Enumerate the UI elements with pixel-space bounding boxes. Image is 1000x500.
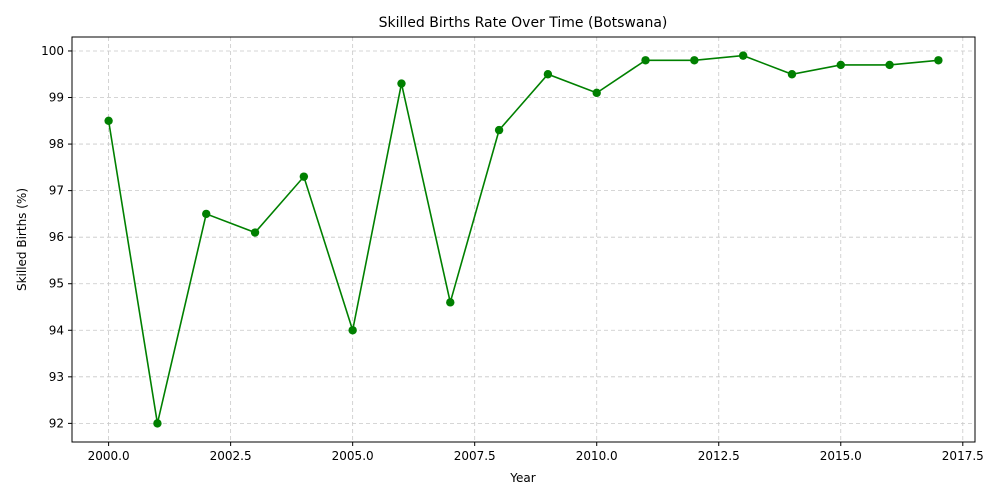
- x-tick-label: 2015.0: [820, 449, 862, 463]
- plot-frame: [71, 36, 976, 443]
- data-point: [592, 88, 601, 98]
- y-tick-label: 95: [49, 277, 64, 291]
- series-line: [107, 54, 939, 424]
- data-point: [885, 60, 894, 70]
- x-tick-label: 2012.5: [698, 449, 740, 463]
- data-point: [543, 70, 553, 79]
- data-point: [202, 209, 211, 219]
- data-point: [299, 172, 309, 181]
- y-axis-label: Skilled Births (%): [15, 188, 29, 291]
- data-point: [153, 419, 162, 428]
- data-point: [641, 56, 650, 65]
- data-point: [690, 56, 699, 65]
- data-point: [738, 51, 748, 60]
- series-layer: [104, 51, 943, 428]
- data-point: [934, 56, 943, 65]
- x-tick-label: 2005.0: [332, 449, 374, 463]
- data-point: [494, 125, 504, 135]
- grid-layer: [72, 37, 975, 442]
- data-point: [446, 298, 455, 307]
- chart-title: Skilled Births Rate Over Time (Botswana): [379, 15, 668, 31]
- y-tick-label: 96: [49, 230, 64, 244]
- data-point: [104, 116, 113, 125]
- y-tick-label: 98: [49, 137, 64, 151]
- x-tick-label: 2002.5: [210, 449, 252, 463]
- y-tick-label: 93: [49, 370, 64, 384]
- y-tick-label: 99: [49, 91, 64, 105]
- data-point: [250, 228, 260, 237]
- y-tick-label: 94: [49, 323, 64, 337]
- axis-layer: 2000.0 2002.5 2005.0 2007.5 2010.0 2012.5 2015…: [41, 44, 984, 463]
- y-tick-label: 100: [41, 44, 64, 58]
- x-tick-label: 2007.5: [454, 449, 496, 463]
- x-axis-label: Year: [509, 471, 535, 485]
- data-point: [836, 60, 845, 70]
- data-point: [787, 70, 797, 79]
- x-tick-label: 2010.0: [576, 449, 618, 463]
- data-point: [397, 79, 406, 88]
- y-tick-label: 97: [49, 184, 64, 198]
- data-point: [348, 326, 357, 335]
- x-tick-label: 2000.0: [88, 449, 130, 463]
- x-tick-label: 2017.5: [942, 449, 984, 463]
- y-tick-label: 92: [49, 416, 64, 430]
